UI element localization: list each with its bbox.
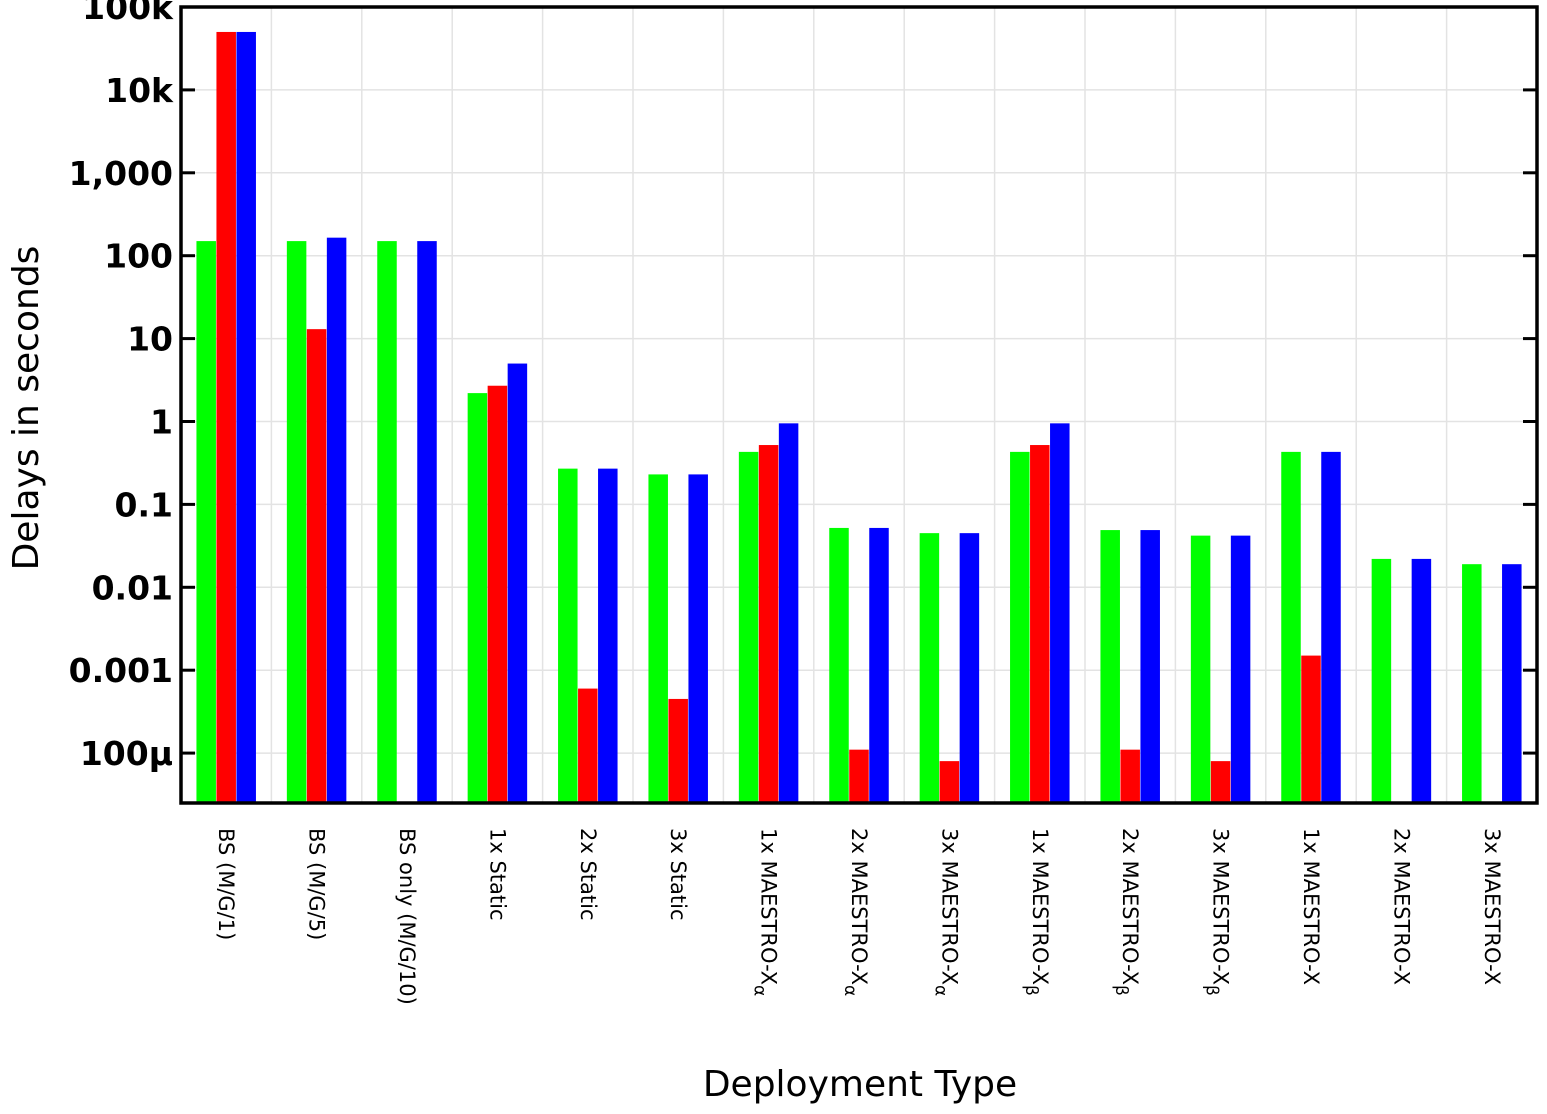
y-tick-label: 100	[104, 237, 173, 276]
x-tick-label-text: 3x MAESTRO-X	[937, 828, 961, 985]
bar	[758, 445, 779, 803]
bar	[688, 474, 708, 803]
x-tick-label: 2x Static	[576, 828, 600, 921]
bar	[919, 533, 940, 803]
bar	[1281, 451, 1301, 803]
x-tick-label-text: 3x MAESTRO-X	[1480, 828, 1504, 985]
bar	[1230, 535, 1251, 803]
x-tick-label: 3x MAESTRO-Xα	[930, 828, 961, 996]
bar	[1371, 558, 1392, 803]
x-tick-label: 1x Static	[485, 828, 509, 921]
bar	[196, 241, 216, 803]
bar	[216, 31, 236, 803]
x-tick-label-subscript: α	[930, 985, 950, 996]
bar	[778, 423, 799, 803]
x-tick-label-text: 2x MAESTRO-X	[1389, 828, 1413, 985]
x-tick-label-text: BS (M/G/1)	[214, 828, 238, 940]
x-axis-title: Deployment Type	[703, 1064, 1017, 1105]
x-tick-label: 1x MAESTRO-Xβ	[1021, 828, 1052, 996]
x-tick-label-text: 1x MAESTRO-X	[757, 828, 781, 985]
bar	[1140, 530, 1160, 803]
x-tick-label-text: 3x MAESTRO-X	[1209, 828, 1233, 985]
x-tick-label: 3x MAESTRO-X	[1480, 828, 1504, 985]
x-tick-label-text: 2x Static	[576, 828, 600, 921]
bar	[377, 241, 397, 803]
bar	[1010, 451, 1030, 803]
bar	[1462, 564, 1482, 803]
bar	[1190, 535, 1211, 803]
x-tick-label-subscript: β	[1111, 985, 1131, 996]
bar	[1411, 558, 1432, 803]
bar	[306, 329, 327, 803]
y-tick-label: 10k	[105, 71, 174, 110]
bar	[668, 698, 688, 803]
bar	[738, 451, 759, 803]
bar	[1100, 530, 1120, 803]
y-tick-label: 10	[127, 320, 173, 359]
bar	[558, 468, 578, 803]
x-tick-label: BS (M/G/5)	[305, 828, 329, 940]
x-tick-label-text: 1x MAESTRO-X	[1299, 828, 1323, 985]
bar	[849, 749, 869, 803]
y-tick-label: 0.1	[115, 485, 173, 524]
bar	[1301, 655, 1321, 803]
y-tick-label: 0.001	[69, 651, 173, 690]
y-axis-title: Delays in seconds	[6, 246, 47, 571]
y-tick-label: 1,000	[69, 154, 173, 193]
bar	[959, 533, 980, 803]
y-tick-labels: 100µ 0.001 0.01 0.1 1 10 100 1,000 10k 100k	[69, 0, 174, 773]
x-tick-label-text: BS (M/G/5)	[305, 828, 329, 940]
bar	[1210, 761, 1231, 803]
bar	[1120, 749, 1140, 803]
x-tick-label-text: 3x Static	[666, 828, 690, 921]
bar	[507, 363, 528, 803]
bar	[467, 393, 488, 803]
x-tick-label-subscript: β	[1021, 985, 1041, 996]
bars	[196, 31, 1522, 803]
y-tick-label: 0.01	[92, 568, 173, 607]
bar	[648, 474, 668, 803]
bar	[236, 31, 256, 803]
bar	[829, 527, 849, 803]
bar	[487, 385, 508, 803]
x-tick-label-text: 1x MAESTRO-X	[1028, 828, 1052, 985]
x-tick-label-text: 1x Static	[485, 828, 509, 921]
bar	[1050, 423, 1070, 803]
x-tick-label: 1x MAESTRO-Xα	[750, 828, 781, 996]
bar	[326, 237, 347, 803]
x-tick-label: BS only (M/G/10)	[395, 828, 419, 1005]
x-tick-label: 2x MAESTRO-Xβ	[1111, 828, 1142, 996]
bar	[598, 468, 618, 803]
y-tick-label: 100µ	[80, 734, 173, 773]
bar	[1030, 445, 1050, 803]
x-tick-label: 2x MAESTRO-X	[1389, 828, 1413, 985]
bar	[869, 527, 889, 803]
plot-frame	[179, 5, 1539, 805]
bar	[1321, 451, 1341, 803]
bar	[417, 241, 437, 803]
y-tick-label: 100k	[82, 0, 174, 27]
bar	[939, 761, 960, 803]
bar	[286, 241, 307, 803]
x-tick-labels: BS (M/G/1) BS (M/G/5) BS only (M/G/10) 1x S…	[214, 828, 1504, 1005]
bar	[1502, 564, 1522, 803]
x-tick-label: 2x MAESTRO-Xα	[840, 828, 871, 996]
y-ticks	[181, 5, 1537, 755]
x-tick-label: 3x Static	[666, 828, 690, 921]
x-tick-label: 1x MAESTRO-X	[1299, 828, 1323, 985]
x-tick-label: 3x MAESTRO-Xβ	[1202, 828, 1233, 996]
x-tick-label-text: BS only (M/G/10)	[395, 828, 419, 1005]
x-tick-label-subscript: α	[750, 985, 770, 996]
x-tick-label-text: 2x MAESTRO-X	[1118, 828, 1142, 985]
grid	[181, 6, 1537, 803]
x-tick-label-text: 2x MAESTRO-X	[847, 828, 871, 985]
x-tick-label-subscript: α	[840, 985, 860, 996]
x-tick-label-subscript: β	[1202, 985, 1222, 996]
y-tick-label: 1	[150, 402, 173, 441]
x-tick-label: BS (M/G/1)	[214, 828, 238, 940]
bar	[578, 688, 598, 803]
